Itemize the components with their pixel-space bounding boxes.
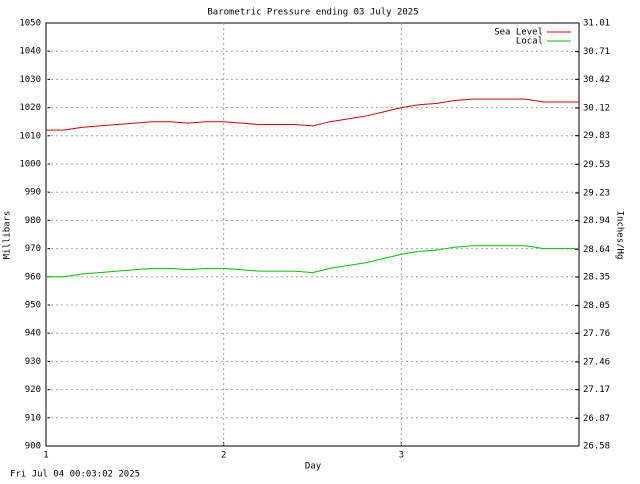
footer-timestamp: Fri Jul 04 00:03:02 2025 xyxy=(10,470,140,480)
x-tick-label: 1 xyxy=(43,451,48,461)
x-tick-label: 3 xyxy=(399,451,404,461)
y2-tick-label: 27.17 xyxy=(583,385,610,395)
legend-label: Sea Level xyxy=(494,28,543,38)
y-tick-label: 910 xyxy=(25,413,41,423)
y2-tick-label: 28.35 xyxy=(583,272,610,282)
y-tick-label: 1000 xyxy=(19,160,41,170)
y-tick-label: 1050 xyxy=(19,19,41,29)
y2-tick-label: 27.46 xyxy=(583,357,610,367)
y-tick-label: 920 xyxy=(25,385,41,395)
y-tick-label: 930 xyxy=(25,357,41,367)
y2-tick-label: 26.87 xyxy=(583,414,610,424)
y2-tick-label: 30.42 xyxy=(583,75,610,85)
y2-tick-label: 29.83 xyxy=(583,131,610,141)
y2-tick-label: 28.64 xyxy=(583,245,610,255)
y-tick-label: 1040 xyxy=(19,47,41,57)
chart-title: Barometric Pressure ending 03 July 2025 xyxy=(207,8,418,18)
x-tick-label: 2 xyxy=(221,451,226,461)
y-tick-label: 950 xyxy=(25,301,41,311)
y2-tick-label: 30.12 xyxy=(583,103,610,113)
y2-tick-label: 26.58 xyxy=(583,442,610,452)
y-axis-label: Millibars xyxy=(3,211,13,260)
y2-tick-label: 27.76 xyxy=(583,329,610,339)
series-line xyxy=(46,245,579,278)
y2-axis-label: Inches/Hg xyxy=(615,211,625,260)
plot-frame xyxy=(45,22,580,447)
y-tick-label: 960 xyxy=(25,272,41,282)
y2-tick-label: 29.23 xyxy=(583,188,610,198)
y-tick-label: 1010 xyxy=(19,131,41,141)
series-line xyxy=(46,98,579,131)
y-tick-label: 980 xyxy=(25,216,41,226)
legend-label: Local xyxy=(516,37,543,47)
y-tick-label: 900 xyxy=(25,442,41,452)
y2-tick-label: 28.94 xyxy=(583,216,610,226)
y-tick-label: 990 xyxy=(25,188,41,198)
y2-tick-label: 28.05 xyxy=(583,301,610,311)
x-axis-label: Day xyxy=(305,462,322,472)
y-tick-label: 970 xyxy=(25,244,41,254)
y2-tick-label: 29.53 xyxy=(583,160,610,170)
y-tick-label: 1020 xyxy=(19,103,41,113)
y2-tick-label: 30.71 xyxy=(583,47,610,57)
y2-tick-label: 31.01 xyxy=(583,19,610,29)
y-tick-label: 1030 xyxy=(19,75,41,85)
y-tick-label: 940 xyxy=(25,329,41,339)
